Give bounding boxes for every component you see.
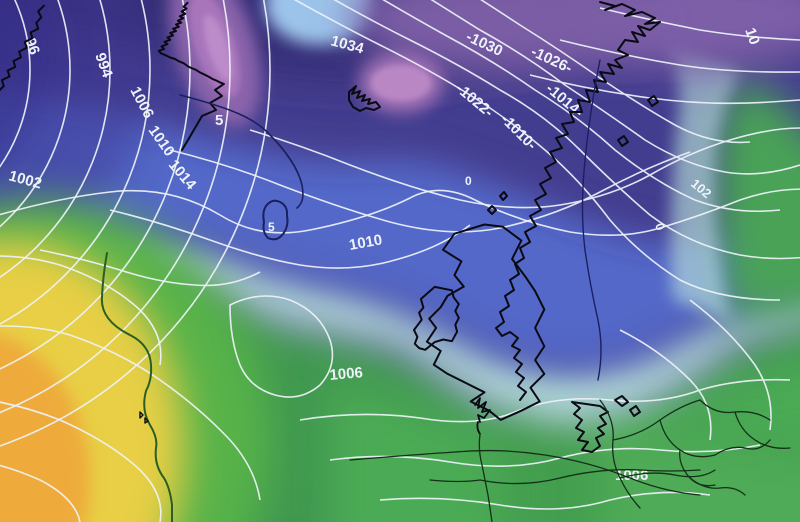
svg-text:1006: 1006 [329,364,364,384]
svg-text:5: 5 [215,112,223,129]
svg-text:5: 5 [268,220,275,234]
svg-text:0: 0 [465,174,472,188]
